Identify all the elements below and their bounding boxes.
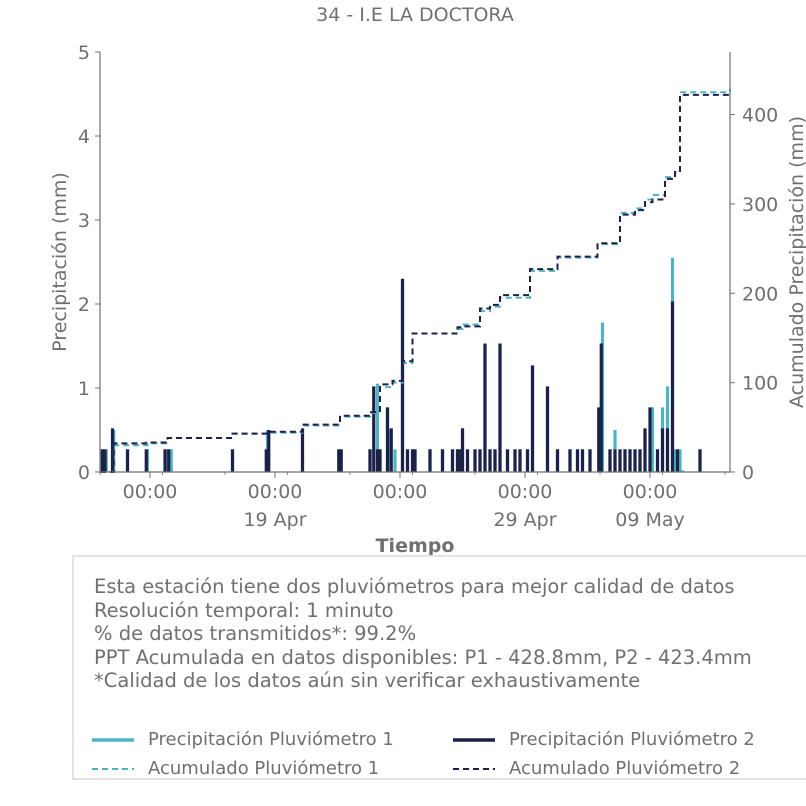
chart: 34 - I.E LA DOCTORA 01234501002003004000… <box>49 4 806 557</box>
x-tick-label-time: 00:00 <box>373 481 428 503</box>
line-acumulado-p1 <box>100 88 731 473</box>
cumulative-lines <box>100 88 731 473</box>
y-tick-label-left: 3 <box>78 210 90 232</box>
legend-label: Precipitación Pluviómetro 2 <box>509 729 755 750</box>
y-tick-label-right: 100 <box>742 373 778 395</box>
x-tick-label-time: 00:00 <box>123 481 178 503</box>
y-tick-label-left: 0 <box>78 462 90 484</box>
legend-label: Precipitación Pluviómetro 1 <box>148 729 394 750</box>
x-tick-label-date: 29 Apr <box>493 509 556 531</box>
y-axis-label-left: Precipitación (mm) <box>49 172 71 352</box>
info-line-accumulated: PPT Acumulada en datos disponibles: P1 -… <box>94 645 752 669</box>
y-tick-label-left: 5 <box>78 42 90 64</box>
legend-swatch-p2-solid <box>453 737 495 742</box>
info-line-resolution: Resolución temporal: 1 minuto <box>94 598 394 622</box>
info-text: Esta estación tiene dos pluviómetros par… <box>94 575 752 693</box>
legend-label: Acumulado Pluviómetro 1 <box>148 758 380 779</box>
legend-swatch-p1-solid <box>92 737 134 742</box>
y-tick-label-left: 4 <box>78 126 90 148</box>
x-tick-label-date: 09 May <box>615 509 685 531</box>
x-tick-label-time: 00:00 <box>498 481 553 503</box>
legend-item-p1-precip: Precipitación Pluviómetro 1 <box>92 729 394 750</box>
info-line-transmitted: % de datos transmitidos*: 99.2% <box>94 622 417 645</box>
y-tick-label-right: 0 <box>742 462 754 484</box>
legend-label: Acumulado Pluviómetro 2 <box>509 758 741 779</box>
x-axis-label: Tiempo <box>376 535 455 557</box>
y-axis-label-right: Acumulado Precipitación (mm) <box>786 116 806 408</box>
y-tick-label-right: 400 <box>742 105 778 127</box>
legend: Precipitación Pluviómetro 1 Precipitació… <box>92 729 806 789</box>
y-tick-label-left: 2 <box>78 294 90 316</box>
chart-title: 34 - I.E LA DOCTORA <box>316 4 514 26</box>
x-tick-label-time: 00:00 <box>248 481 303 503</box>
info-line-two-gauges: Esta estación tiene dos pluviómetros par… <box>94 575 735 598</box>
legend-item-p1-cum: Acumulado Pluviómetro 1 <box>92 758 379 779</box>
series-precipitacion-p2 <box>100 278 702 472</box>
axes: 0 1 2 3 4 5 0 100 200 300 400 00:00 00:00 19 Apr 00:00… <box>78 42 778 531</box>
legend-item-p2-precip: Precipitación Pluviómetro 2 <box>453 729 755 750</box>
line-acumulado-p2 <box>100 93 731 473</box>
legend-swatch-p2-dashed <box>453 767 495 770</box>
series-precipitacion-p1 <box>99 257 702 472</box>
x-tick-label-date: 19 Apr <box>243 509 306 531</box>
y-tick-label-right: 200 <box>742 283 778 305</box>
info-box: Esta estación tiene dos pluviómetros par… <box>72 555 806 780</box>
y-tick-label-right: 300 <box>742 194 778 216</box>
legend-item-p2-cum: Acumulado Pluviómetro 2 <box>453 758 740 779</box>
legend-swatch-p1-dashed <box>92 767 134 770</box>
info-line-quality-note: *Calidad de los datos aún sin verificar … <box>94 669 641 692</box>
x-tick-label-time: 00:00 <box>623 481 678 503</box>
y-tick-label-left: 1 <box>78 378 90 400</box>
